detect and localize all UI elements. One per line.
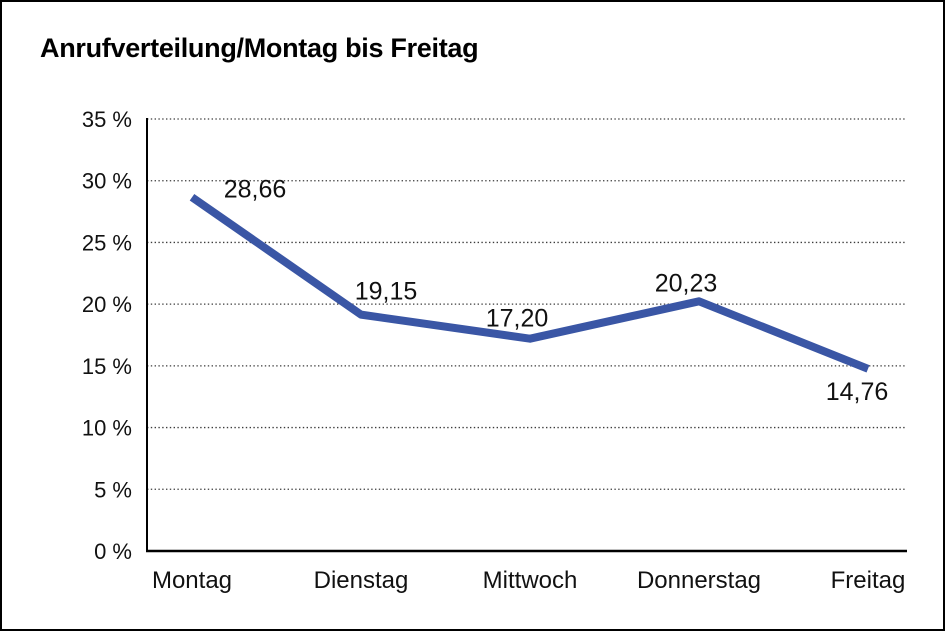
y-tick-label-3: 15 % xyxy=(82,354,132,379)
x-tick-label-1: Dienstag xyxy=(314,567,409,594)
chart-title: Anrufverteilung/Montag bis Freitag xyxy=(40,33,479,63)
data-label-4: 14,76 xyxy=(826,378,889,406)
x-tick-label-0: Montag xyxy=(152,567,232,594)
y-tick-label-7: 35 % xyxy=(82,107,132,132)
x-tick-label-3: Donnerstag xyxy=(637,567,761,594)
x-tick-label-4: Freitag xyxy=(831,567,906,594)
y-tick-label-0: 0 % xyxy=(94,539,132,564)
data-label-1: 19,15 xyxy=(355,278,418,306)
y-tick-label-5: 25 % xyxy=(82,230,132,255)
y-tick-label-6: 30 % xyxy=(82,169,132,194)
data-label-3: 20,23 xyxy=(655,269,718,297)
y-tick-label-2: 10 % xyxy=(82,416,132,441)
y-tick-label-1: 5 % xyxy=(94,477,132,502)
y-tick-label-4: 20 % xyxy=(82,292,132,317)
data-label-2: 17,20 xyxy=(486,305,549,333)
data-line xyxy=(189,193,870,373)
x-tick-label-2: Mittwoch xyxy=(483,567,578,594)
data-label-0: 28,66 xyxy=(224,175,287,203)
